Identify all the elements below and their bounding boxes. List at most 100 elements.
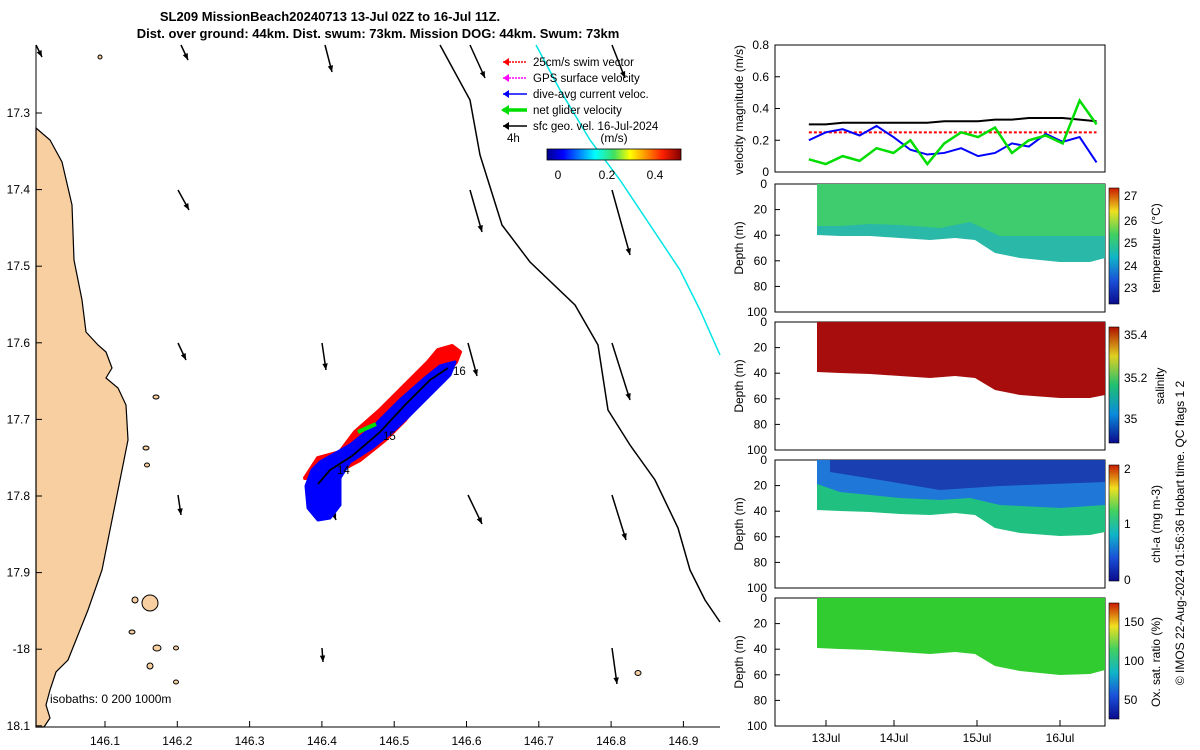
geo-arrow-head (477, 225, 483, 232)
geo-arrow-head (621, 533, 627, 540)
cbar-tick-label: 25 (1124, 236, 1138, 250)
cbar-tick-0.2: 0.2 (599, 168, 616, 182)
colorbar-title: (m/s) (600, 131, 627, 145)
geo-arrow-head (625, 248, 631, 255)
side-note: © IMOS 22-Aug-2024 01:56:36 Hobart time.… (1173, 381, 1187, 686)
geo-arrow (611, 494, 627, 541)
geo-arrow-head (472, 369, 478, 376)
cbar-tick-label: 2 (1124, 462, 1131, 476)
oxygen-field (817, 598, 1105, 675)
geo-arrow-head (36, 50, 42, 57)
day-label-16: 16 (453, 366, 466, 378)
velocity-panel: 0 0.2 0.4 0.6 0.8 velocity magnitude (m/s) (732, 38, 1106, 179)
map-ytick-label: 17.3 (7, 106, 31, 120)
map-ytick-label: 17.9 (7, 566, 31, 580)
velocity-y-ticks: 0 0.2 0.4 0.6 0.8 (752, 38, 780, 179)
section-oxygen (774, 597, 1120, 727)
cbar-tick-label: 1 (1124, 517, 1131, 531)
map-xtick-label: 146.2 (162, 734, 192, 748)
depth-tick-label: 60 (754, 668, 768, 682)
geo-arrow-head (327, 65, 334, 72)
geo-arrow (611, 342, 631, 401)
geo-arrow-head (613, 677, 619, 684)
depth-tick-label: 40 (754, 504, 768, 518)
depth-tick-label: 100 (747, 443, 767, 457)
cbar-tick-label: 23 (1124, 281, 1138, 295)
depth-label-chl-a: Depth (m) (732, 497, 746, 550)
legend-net: net glider velocity (533, 105, 622, 117)
map-xtick-label: 146.8 (596, 734, 626, 748)
legend-gps: GPS surface velocity (533, 73, 640, 85)
geo-arrow-head (620, 71, 626, 78)
depth-tick-label: 40 (754, 642, 768, 656)
map-x-ticks: 146.1 146.2 146.3 146.4 146.5 146.6 146.7 146.8… (90, 721, 699, 748)
section-ticks: 020406080100272625242302040608010035.435… (747, 177, 1148, 733)
depth-tick-label: 20 (754, 341, 768, 355)
cbar-tick-label: 100 (1124, 654, 1144, 668)
map-xtick-label: 146.7 (524, 734, 554, 748)
geo-arrow (611, 189, 631, 256)
velocity-ylabel: velocity magnitude (m/s) (732, 45, 746, 175)
depth-tick-label: 0 (760, 453, 767, 467)
geo-arrow-head (322, 363, 328, 370)
depth-label-oxygen: Depth (m) (732, 635, 746, 688)
glider-track (304, 360, 457, 522)
cbar-tick-label: 35.4 (1124, 328, 1148, 342)
cbar-tick-label: 24 (1124, 259, 1138, 273)
map-xtick-label: 146.9 (668, 734, 698, 748)
series-net-glider-velocity (808, 97, 1098, 167)
swim-vectors-red (303, 344, 462, 480)
day-label-14: 14 (337, 465, 350, 477)
map-ytick-label: 17.8 (7, 489, 31, 503)
vel-ytick-label: 0.6 (752, 70, 769, 84)
isobaths-label: isobaths: 0 200 1000m (50, 692, 171, 706)
map-ytick-label: 17.5 (7, 259, 31, 273)
depth-tick-label: 100 (747, 719, 767, 733)
cbar-tick-label: 27 (1124, 189, 1138, 203)
speed-colorbar (546, 148, 682, 161)
cbar-tick-0: 0 (555, 168, 562, 182)
depth-tick-label: 100 (747, 305, 767, 319)
depth-tick-label: 20 (754, 479, 768, 493)
map-ytick-label: -18 (13, 642, 31, 656)
geo-velocity-arrows (35, 44, 631, 685)
series-dive-avg-current-veloc- (808, 124, 1098, 164)
depth-tick-label: 60 (754, 254, 768, 268)
map-ytick-label: 17.7 (7, 412, 31, 426)
depth-tick-label: 100 (747, 581, 767, 595)
coastline-land (35, 126, 129, 728)
map-xtick-label: 146.4 (307, 734, 337, 748)
geo-arrow-head (479, 71, 485, 78)
section-temperature (774, 183, 1120, 313)
cbar-label-temperature: temperature (°C) (1149, 203, 1163, 293)
depth-tick-label: 20 (754, 203, 768, 217)
vel-ytick-label: 0.4 (752, 102, 769, 116)
series-sfc-geo-vel- (808, 117, 1097, 126)
time-axis: 13Jul 14Jul 15Jul 16Jul (812, 720, 1074, 745)
depth-tick-label: 0 (760, 315, 767, 329)
time-tick-label: 15Jul (963, 731, 992, 745)
depth-tick-label: 40 (754, 228, 768, 242)
map-xtick-label: 146.5 (379, 734, 409, 748)
vel-ytick-label: 0 (762, 165, 769, 179)
map-legend: 25cm/s swim vector GPS surface velocity … (501, 57, 659, 145)
geo-arrow-head (183, 203, 189, 210)
title-line1: SL209 MissionBeach20240713 13-Jul 02Z to… (160, 9, 500, 24)
geo-arrow-head (182, 53, 188, 60)
cbar-label-chl-a: chl-a (mg m-3) (1149, 485, 1163, 563)
map-ytick-label: 17.4 (7, 183, 31, 197)
geo-arrow-head (625, 393, 631, 400)
cbar-tick-label: 150 (1124, 615, 1144, 629)
depth-tick-label: 40 (754, 366, 768, 380)
depth-tick-label: 20 (754, 617, 768, 631)
cbar-tick-label: 50 (1124, 693, 1138, 707)
islands (97, 54, 642, 685)
time-tick-label: 14Jul (880, 731, 909, 745)
geo-arrow (469, 189, 483, 233)
scale-label: 4h (507, 133, 520, 145)
map-ytick-label: 18.1 (7, 719, 31, 733)
legend-swim: 25cm/s swim vector (533, 57, 634, 69)
legend-dive-avg: dive-avg current veloc. (533, 89, 649, 101)
isobath-200m (439, 44, 721, 623)
